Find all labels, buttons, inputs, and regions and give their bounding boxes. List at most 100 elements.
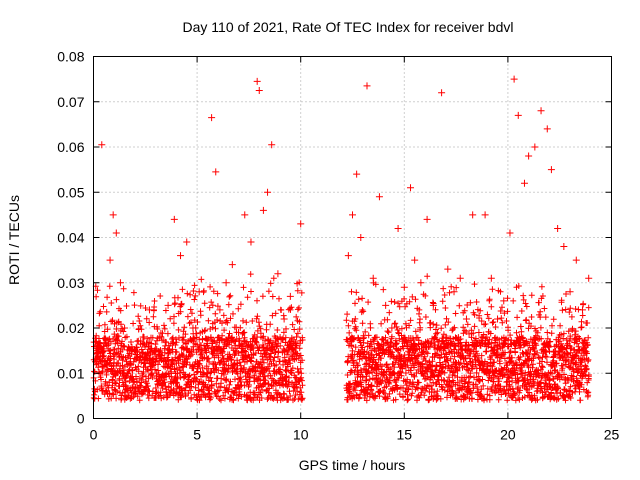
data-point — [560, 243, 568, 251]
data-point — [216, 306, 224, 314]
data-point — [444, 265, 452, 273]
data-point — [450, 288, 458, 296]
data-point — [494, 315, 502, 323]
axis-ticks: 0 0.01 0.02 0.03 0.04 0.05 0.06 0.07 0.08 0 5 10 15 2… — [57, 49, 619, 443]
data-point — [112, 229, 120, 237]
chart-title: Day 110 of 2021, Rate Of TEC Index for r… — [183, 19, 514, 35]
data-point — [411, 256, 419, 264]
data-point — [228, 261, 236, 269]
data-point — [423, 215, 431, 223]
data-point — [487, 274, 495, 282]
data-points — [93, 75, 593, 386]
data-point — [417, 279, 425, 287]
y-tick-label: 0.01 — [57, 365, 84, 381]
data-point — [566, 288, 574, 296]
data-point — [407, 184, 415, 192]
data-point — [456, 274, 464, 282]
data-point — [475, 329, 483, 337]
y-axis-label: ROTI / TECUs — [6, 195, 22, 285]
data-point — [164, 301, 172, 309]
data-point — [183, 238, 191, 246]
y-tick-label: 0.02 — [57, 320, 84, 336]
data-point — [259, 206, 267, 214]
data-point — [369, 274, 377, 282]
x-tick-label: 25 — [604, 427, 620, 443]
data-point — [363, 82, 371, 90]
y-tick-label: 0.04 — [57, 230, 84, 246]
data-point — [382, 301, 390, 309]
data-point — [429, 301, 437, 309]
data-point — [170, 215, 178, 223]
data-point — [98, 141, 106, 149]
data-point — [585, 274, 593, 282]
data-point — [469, 211, 477, 219]
y-tick-label: 0.05 — [57, 184, 84, 200]
data-point — [462, 315, 470, 323]
data-point — [222, 279, 230, 287]
data-point — [189, 324, 197, 332]
data-point — [127, 360, 135, 368]
x-tick-label: 20 — [500, 427, 516, 443]
data-point — [212, 168, 220, 176]
data-point — [109, 211, 117, 219]
y-tick-label: 0.08 — [57, 49, 84, 65]
x-tick-label: 10 — [293, 427, 309, 443]
data-cloud — [90, 271, 592, 404]
x-axis-label: GPS time / hours — [299, 457, 406, 473]
data-point — [520, 179, 528, 187]
y-tick-label: 0.03 — [57, 275, 84, 291]
data-point — [133, 378, 141, 386]
data-point — [547, 166, 555, 174]
data-point — [286, 292, 294, 300]
data-point — [297, 220, 305, 228]
y-tick-label: 0.07 — [57, 94, 84, 110]
data-point — [500, 297, 508, 305]
data-point — [201, 347, 209, 355]
data-point — [116, 279, 124, 287]
data-point — [158, 374, 166, 382]
data-point — [357, 234, 365, 241]
data-point — [235, 329, 243, 337]
data-point — [543, 125, 551, 133]
data-point — [514, 111, 522, 119]
data-point — [293, 333, 301, 341]
data-point — [268, 141, 276, 149]
data-point — [349, 211, 356, 219]
grid — [93, 56, 612, 419]
data-point — [264, 188, 272, 196]
data-point — [400, 283, 408, 291]
data-point — [208, 114, 216, 122]
x-tick-label: 15 — [397, 427, 413, 443]
data-point — [375, 193, 383, 201]
y-tick-label: 0.06 — [57, 139, 84, 155]
data-point — [388, 324, 396, 332]
data-point — [241, 211, 249, 219]
data-point — [139, 333, 147, 341]
data-point — [253, 77, 261, 85]
data-point — [280, 315, 288, 323]
data-point — [106, 256, 114, 264]
data-point — [353, 170, 361, 178]
data-point — [578, 306, 586, 314]
data-point — [572, 256, 580, 264]
data-point — [152, 347, 160, 355]
data-point — [537, 107, 545, 115]
data-bulk — [90, 271, 592, 404]
data-point — [481, 211, 489, 219]
data-point — [506, 229, 514, 237]
data-point — [195, 288, 203, 296]
data-point — [554, 224, 562, 232]
y-tick-label: 0 — [77, 411, 85, 427]
data-point — [525, 152, 533, 160]
data-point — [247, 238, 255, 246]
data-point — [344, 252, 352, 260]
data-point — [531, 143, 539, 151]
data-point — [121, 324, 129, 332]
data-point — [145, 306, 153, 314]
x-tick-label: 5 — [193, 427, 201, 443]
data-point — [177, 252, 185, 260]
data-point — [394, 224, 402, 232]
data-point — [255, 86, 263, 94]
data-point — [438, 89, 446, 97]
